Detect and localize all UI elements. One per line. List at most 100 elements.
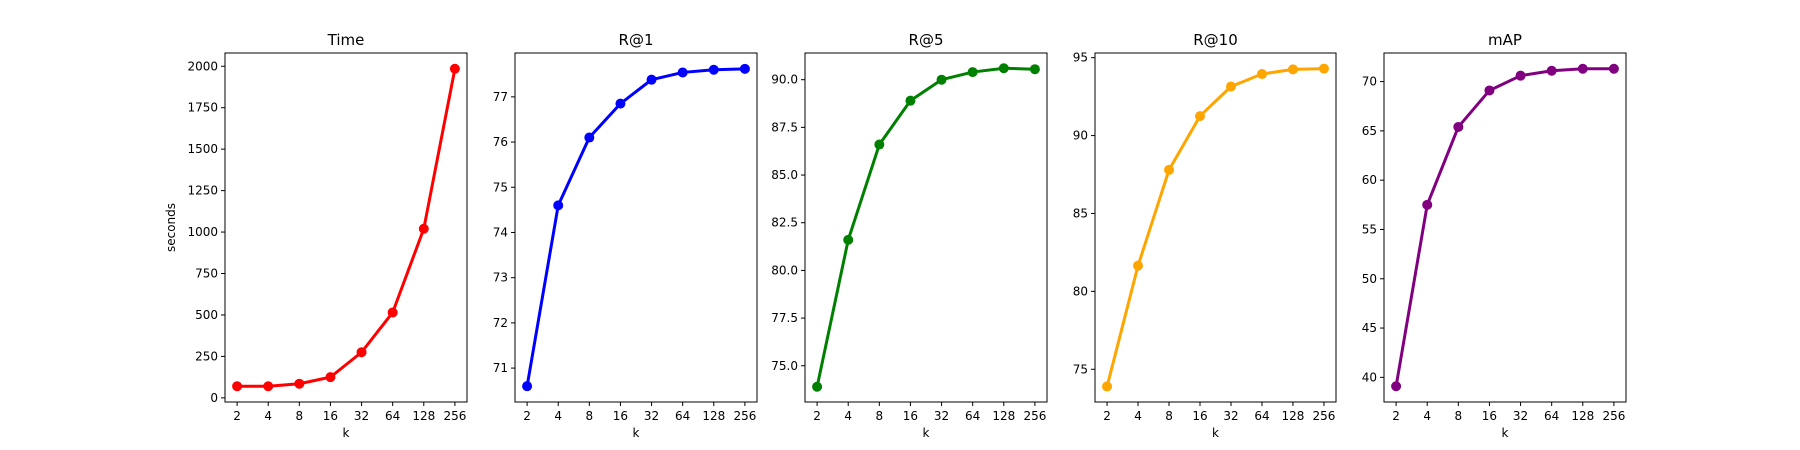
x-tick-label-0-6: 128 — [412, 409, 435, 423]
y-tick-label-4-4: 60 — [1362, 173, 1377, 187]
chart-title-2: R@5 — [909, 31, 944, 49]
y-tick-label-2-4: 85.0 — [771, 168, 798, 182]
data-point-4-0 — [1391, 381, 1402, 392]
x-tick-label-2-4: 32 — [934, 409, 949, 423]
data-point-3-1 — [1133, 260, 1144, 271]
y-tick-label-2-2: 80.0 — [771, 263, 798, 277]
x-tick-label-3-4: 32 — [1223, 409, 1238, 423]
x-tick-label-3-2: 8 — [1165, 409, 1173, 423]
axes-frame-4 — [1383, 52, 1627, 403]
x-tick-label-4-6: 128 — [1571, 409, 1594, 423]
data-point-2-4 — [936, 74, 947, 85]
x-tick-label-1-1: 4 — [554, 409, 562, 423]
y-tick-label-0-2: 500 — [195, 308, 218, 322]
data-point-1-2 — [584, 132, 595, 143]
x-tick-label-2-3: 16 — [903, 409, 918, 423]
data-point-1-4 — [646, 74, 657, 85]
y-tick-label-0-5: 1250 — [187, 184, 218, 198]
data-point-4-3 — [1484, 85, 1495, 96]
x-tick-label-3-0: 2 — [1103, 409, 1111, 423]
axes-frame-2 — [804, 52, 1048, 403]
y-axis-label-0: seconds — [164, 203, 178, 252]
x-tick-label-2-0: 2 — [813, 409, 821, 423]
x-tick-label-0-7: 256 — [443, 409, 466, 423]
data-point-2-7 — [1029, 64, 1040, 75]
series-line-0 — [237, 68, 457, 388]
x-tick-label-0-5: 64 — [385, 409, 400, 423]
data-point-3-3 — [1195, 111, 1206, 122]
y-tick-label-1-6: 77 — [493, 90, 508, 104]
data-point-1-3 — [615, 98, 626, 109]
x-tick-label-4-1: 4 — [1423, 409, 1431, 423]
data-point-3-5 — [1256, 69, 1267, 80]
x-tick-label-3-3: 16 — [1192, 409, 1207, 423]
data-point-1-7 — [739, 63, 750, 74]
data-point-3-6 — [1287, 64, 1298, 75]
data-point-0-4 — [356, 347, 367, 358]
data-point-0-5 — [387, 307, 398, 318]
data-point-3-0 — [1102, 381, 1113, 392]
x-axis-label-2: k — [923, 426, 930, 440]
y-tick-label-0-0: 0 — [210, 391, 218, 405]
y-tick-label-4-3: 55 — [1362, 222, 1377, 236]
x-tick-label-1-0: 2 — [523, 409, 531, 423]
y-tick-label-2-6: 90.0 — [771, 73, 798, 87]
data-point-1-5 — [677, 67, 688, 78]
x-tick-label-4-5: 64 — [1544, 409, 1559, 423]
x-tick-label-0-4: 32 — [354, 409, 369, 423]
data-point-3-7 — [1318, 63, 1329, 74]
x-tick-label-0-0: 2 — [233, 409, 241, 423]
data-point-4-1 — [1422, 199, 1433, 210]
x-tick-label-0-3: 16 — [323, 409, 338, 423]
y-tick-label-0-6: 1500 — [187, 142, 218, 156]
x-tick-label-1-4: 32 — [644, 409, 659, 423]
y-tick-label-0-7: 1750 — [187, 101, 218, 115]
data-point-4-4 — [1515, 70, 1526, 81]
x-tick-label-4-4: 32 — [1513, 409, 1528, 423]
data-point-0-6 — [418, 223, 429, 234]
y-tick-label-2-3: 82.5 — [771, 216, 798, 230]
y-tick-label-0-8: 2000 — [187, 59, 218, 73]
x-tick-label-1-6: 128 — [702, 409, 725, 423]
axes-frame-3 — [1094, 52, 1337, 403]
data-point-1-1 — [553, 200, 564, 211]
x-tick-label-4-2: 8 — [1455, 409, 1463, 423]
y-tick-label-3-3: 90 — [1073, 129, 1088, 143]
y-tick-label-3-0: 75 — [1073, 362, 1088, 376]
data-point-1-0 — [522, 381, 533, 392]
y-tick-label-2-1: 77.5 — [771, 311, 798, 325]
data-point-1-6 — [708, 64, 719, 75]
data-point-2-3 — [905, 95, 916, 106]
y-tick-label-1-0: 71 — [493, 361, 508, 375]
chart-title-1: R@1 — [619, 31, 654, 49]
y-tick-label-2-0: 75.0 — [771, 359, 798, 373]
x-tick-label-0-1: 4 — [264, 409, 272, 423]
data-point-0-7 — [449, 63, 460, 74]
y-tick-label-0-4: 1000 — [187, 225, 218, 239]
y-tick-label-1-4: 75 — [493, 180, 508, 194]
y-tick-label-4-5: 65 — [1362, 124, 1377, 138]
data-point-0-0 — [232, 381, 243, 392]
series-line-1 — [525, 67, 745, 387]
x-axis-label-1: k — [633, 426, 640, 440]
series-line-3 — [1105, 67, 1324, 387]
data-point-3-2 — [1164, 164, 1175, 175]
x-tick-label-2-2: 8 — [876, 409, 884, 423]
data-point-2-0 — [812, 381, 823, 392]
y-tick-label-3-2: 85 — [1073, 206, 1088, 220]
x-tick-label-2-5: 64 — [965, 409, 980, 423]
data-point-4-7 — [1608, 63, 1619, 74]
chart-title-4: mAP — [1488, 31, 1522, 49]
x-tick-label-4-7: 256 — [1602, 409, 1625, 423]
data-point-2-2 — [874, 139, 885, 150]
series-line-2 — [815, 66, 1035, 388]
data-point-3-4 — [1225, 81, 1236, 92]
x-tick-label-2-1: 4 — [844, 409, 852, 423]
x-tick-label-1-2: 8 — [586, 409, 594, 423]
x-tick-label-2-6: 128 — [992, 409, 1015, 423]
data-point-0-2 — [294, 378, 305, 389]
x-axis-label-0: k — [343, 426, 350, 440]
y-tick-label-2-5: 87.5 — [771, 120, 798, 134]
x-tick-label-1-7: 256 — [733, 409, 756, 423]
x-tick-label-3-5: 64 — [1254, 409, 1269, 423]
